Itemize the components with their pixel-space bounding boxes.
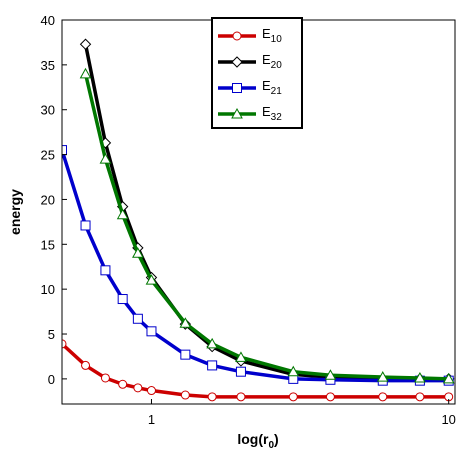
marker (235, 366, 246, 377)
marker (231, 107, 243, 119)
marker (236, 392, 246, 402)
marker (116, 208, 129, 220)
y-tick-label: 20 (41, 192, 55, 207)
marker (232, 31, 242, 41)
y-tick-label: 25 (41, 148, 55, 163)
marker (232, 83, 242, 93)
legend-label: E20 (262, 52, 282, 71)
y-axis-label: energy (7, 189, 23, 235)
legend: E10 E20 E21 E32 (211, 17, 303, 129)
marker (231, 56, 243, 68)
marker (206, 337, 218, 349)
y-tick-label: 40 (41, 13, 55, 28)
x-tick-label: 1 (148, 412, 155, 427)
marker (415, 392, 425, 402)
marker (80, 220, 91, 231)
marker (146, 386, 156, 396)
x-tick-label: 10 (441, 412, 455, 427)
marker (288, 392, 298, 402)
marker (287, 365, 300, 377)
marker (145, 274, 158, 285)
series-line (62, 342, 449, 399)
marker (180, 349, 191, 360)
legend-label: E10 (262, 26, 282, 45)
marker (62, 145, 67, 156)
y-tick-label: 0 (48, 372, 55, 387)
series-line (62, 149, 449, 383)
marker (62, 339, 67, 349)
legend-label: E32 (262, 104, 282, 123)
marker (442, 372, 455, 384)
marker (132, 247, 144, 258)
marker (376, 371, 389, 382)
marker (100, 265, 111, 276)
y-tick-label: 35 (41, 58, 55, 73)
marker (100, 373, 110, 383)
marker (414, 371, 426, 383)
marker (146, 326, 157, 337)
marker (207, 360, 218, 371)
x-axis-label: log(r0) (237, 431, 278, 451)
marker (79, 38, 92, 50)
legend-label: E21 (262, 78, 282, 97)
marker (118, 379, 128, 389)
marker (117, 294, 128, 305)
plot-area (62, 38, 455, 402)
y-tick-label: 5 (48, 327, 55, 342)
marker (179, 317, 192, 328)
marker (235, 351, 247, 362)
marker (132, 313, 143, 324)
marker (324, 369, 337, 380)
marker (180, 390, 190, 400)
marker (81, 360, 91, 370)
y-tick-label: 15 (41, 237, 55, 252)
marker (79, 67, 92, 79)
marker (325, 392, 335, 402)
marker (378, 392, 388, 402)
marker (99, 153, 112, 164)
y-tick-label: 30 (41, 103, 55, 118)
marker (133, 383, 143, 393)
marker (207, 392, 217, 402)
y-tick-label: 10 (41, 282, 55, 297)
